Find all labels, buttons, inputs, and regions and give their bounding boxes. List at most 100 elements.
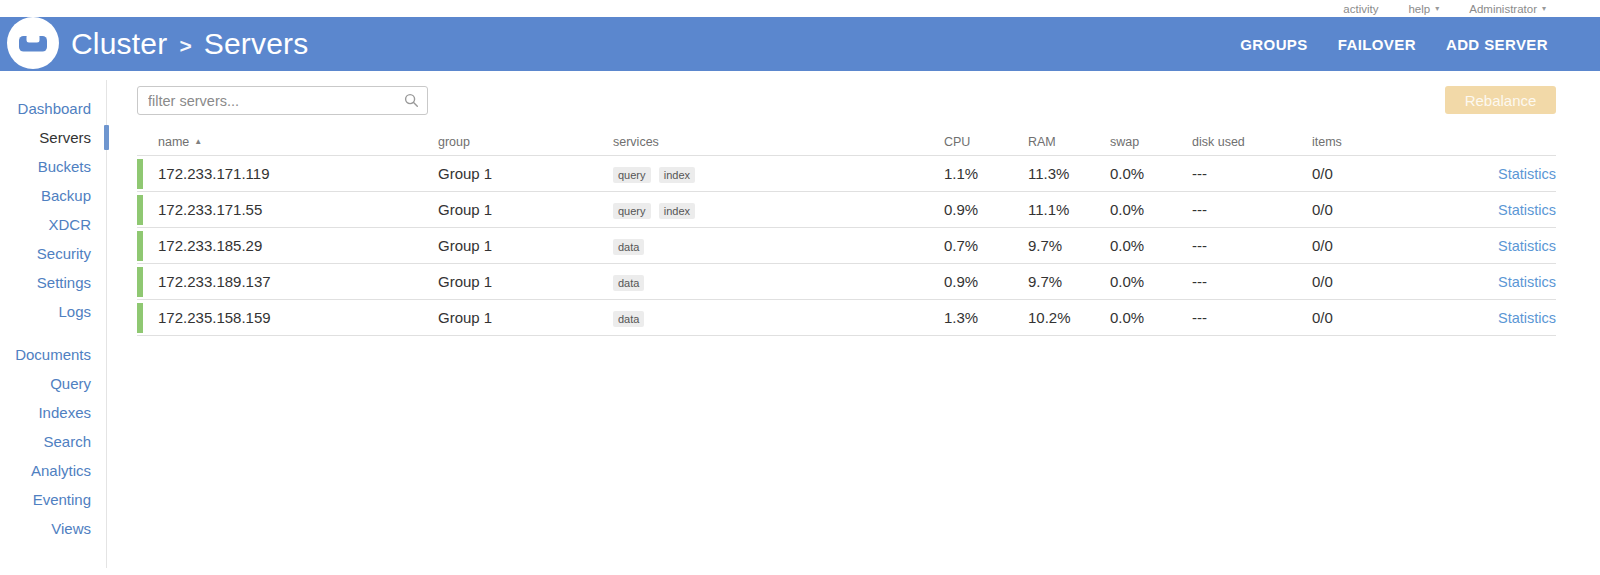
breadcrumb-cluster: Cluster bbox=[71, 27, 167, 61]
column-header-group[interactable]: group bbox=[438, 135, 613, 149]
cpu-value: 0.7% bbox=[944, 237, 1028, 254]
sidebar-item-analytics[interactable]: Analytics bbox=[0, 456, 106, 485]
header-actions: GROUPS FAILOVER ADD SERVER bbox=[1240, 36, 1548, 53]
servers-table: name ▲ group services CPU RAM swap disk … bbox=[137, 128, 1556, 336]
sidebar: Dashboard Servers Buckets Backup XDCR Se… bbox=[0, 80, 107, 568]
sidebar-item-dashboard[interactable]: Dashboard bbox=[0, 94, 106, 123]
column-header-services[interactable]: services bbox=[613, 135, 944, 149]
failover-button[interactable]: FAILOVER bbox=[1338, 36, 1416, 53]
status-healthy-bar bbox=[137, 195, 143, 225]
status-healthy-bar bbox=[137, 231, 143, 261]
items-value: 0/0 bbox=[1312, 237, 1450, 254]
table-row[interactable]: 172.233.189.137 Group 1 data 0.9% 9.7% 0… bbox=[137, 263, 1556, 299]
sort-ascending-icon: ▲ bbox=[194, 137, 202, 146]
sidebar-item-views[interactable]: Views bbox=[0, 514, 106, 543]
statistics-link[interactable]: Statistics bbox=[1498, 238, 1556, 254]
breadcrumb: Cluster > Servers bbox=[71, 27, 308, 61]
server-group: Group 1 bbox=[438, 237, 613, 254]
swap-value: 0.0% bbox=[1110, 309, 1192, 326]
table-row[interactable]: 172.235.158.159 Group 1 data 1.3% 10.2% … bbox=[137, 299, 1556, 335]
sidebar-item-indexes[interactable]: Indexes bbox=[0, 398, 106, 427]
top-strip: activity help ▾ Administrator ▾ bbox=[0, 0, 1600, 17]
server-group: Group 1 bbox=[438, 273, 613, 290]
chevron-down-icon: ▾ bbox=[1542, 4, 1546, 13]
table-row[interactable]: 172.233.171.119 Group 1 query index 1.1%… bbox=[137, 155, 1556, 191]
column-header-name[interactable]: name ▲ bbox=[137, 135, 438, 149]
statistics-link[interactable]: Statistics bbox=[1498, 202, 1556, 218]
server-group: Group 1 bbox=[438, 201, 613, 218]
active-indicator-bar bbox=[104, 125, 109, 150]
statistics-link[interactable]: Statistics bbox=[1498, 310, 1556, 326]
disk-used-value: --- bbox=[1192, 309, 1312, 326]
server-name: 172.235.158.159 bbox=[158, 309, 271, 326]
column-header-cpu[interactable]: CPU bbox=[944, 135, 1028, 149]
items-value: 0/0 bbox=[1312, 165, 1450, 182]
server-name: 172.233.171.119 bbox=[158, 165, 270, 182]
help-label: help bbox=[1408, 3, 1430, 15]
swap-value: 0.0% bbox=[1110, 165, 1192, 182]
sidebar-item-settings[interactable]: Settings bbox=[0, 268, 106, 297]
sidebar-item-logs[interactable]: Logs bbox=[0, 297, 106, 326]
status-healthy-bar bbox=[137, 303, 143, 333]
server-name: 172.233.171.55 bbox=[158, 201, 262, 218]
statistics-link[interactable]: Statistics bbox=[1498, 274, 1556, 290]
sidebar-item-eventing[interactable]: Eventing bbox=[0, 485, 106, 514]
servers-toolbar: Rebalance bbox=[137, 86, 1556, 115]
page-title: Servers bbox=[204, 27, 309, 61]
items-value: 0/0 bbox=[1312, 201, 1450, 218]
status-healthy-bar bbox=[137, 159, 143, 189]
service-badge: query bbox=[613, 203, 651, 219]
ram-value: 11.1% bbox=[1028, 201, 1110, 218]
sidebar-item-xdcr[interactable]: XDCR bbox=[0, 210, 106, 239]
sidebar-item-servers[interactable]: Servers bbox=[0, 123, 106, 152]
sidebar-item-backup[interactable]: Backup bbox=[0, 181, 106, 210]
search-icon bbox=[404, 93, 419, 108]
filter-servers-input[interactable] bbox=[137, 86, 428, 115]
service-badge: data bbox=[613, 239, 644, 255]
breadcrumb-separator-icon: > bbox=[179, 34, 191, 58]
sidebar-item-documents[interactable]: Documents bbox=[0, 340, 106, 369]
ram-value: 9.7% bbox=[1028, 273, 1110, 290]
couchbase-logo-icon bbox=[7, 17, 59, 69]
administrator-menu[interactable]: Administrator ▾ bbox=[1469, 3, 1546, 15]
items-value: 0/0 bbox=[1312, 273, 1450, 290]
cpu-value: 1.3% bbox=[944, 309, 1028, 326]
main-panel: Rebalance name ▲ group services CPU RAM … bbox=[107, 71, 1600, 575]
ram-value: 9.7% bbox=[1028, 237, 1110, 254]
sidebar-item-buckets[interactable]: Buckets bbox=[0, 152, 106, 181]
ram-value: 10.2% bbox=[1028, 309, 1110, 326]
service-badge: data bbox=[613, 311, 644, 327]
activity-link[interactable]: activity bbox=[1343, 3, 1378, 15]
statistics-link[interactable]: Statistics bbox=[1498, 166, 1556, 182]
column-header-items[interactable]: items bbox=[1312, 135, 1450, 149]
table-row[interactable]: 172.233.171.55 Group 1 query index 0.9% … bbox=[137, 191, 1556, 227]
column-header-ram[interactable]: RAM bbox=[1028, 135, 1110, 149]
cpu-value: 0.9% bbox=[944, 273, 1028, 290]
table-row[interactable]: 172.233.185.29 Group 1 data 0.7% 9.7% 0.… bbox=[137, 227, 1556, 263]
column-header-swap[interactable]: swap bbox=[1110, 135, 1192, 149]
table-header-row: name ▲ group services CPU RAM swap disk … bbox=[137, 128, 1556, 155]
server-group: Group 1 bbox=[438, 309, 613, 326]
swap-value: 0.0% bbox=[1110, 273, 1192, 290]
ram-value: 11.3% bbox=[1028, 165, 1110, 182]
cpu-value: 1.1% bbox=[944, 165, 1028, 182]
disk-used-value: --- bbox=[1192, 201, 1312, 218]
swap-value: 0.0% bbox=[1110, 201, 1192, 218]
sidebar-item-security[interactable]: Security bbox=[0, 239, 106, 268]
server-group: Group 1 bbox=[438, 165, 613, 182]
rebalance-button[interactable]: Rebalance bbox=[1445, 86, 1556, 114]
service-badge: data bbox=[613, 275, 644, 291]
sidebar-item-query[interactable]: Query bbox=[0, 369, 106, 398]
add-server-button[interactable]: ADD SERVER bbox=[1446, 36, 1548, 53]
chevron-down-icon: ▾ bbox=[1435, 4, 1439, 13]
sidebar-item-search[interactable]: Search bbox=[0, 427, 106, 456]
disk-used-value: --- bbox=[1192, 165, 1312, 182]
status-healthy-bar bbox=[137, 267, 143, 297]
service-badge: index bbox=[659, 167, 695, 183]
service-badge: index bbox=[659, 203, 695, 219]
disk-used-value: --- bbox=[1192, 237, 1312, 254]
groups-button[interactable]: GROUPS bbox=[1240, 36, 1307, 53]
table-bottom-border bbox=[137, 335, 1556, 336]
help-menu[interactable]: help ▾ bbox=[1408, 3, 1439, 15]
column-header-disk-used[interactable]: disk used bbox=[1192, 135, 1312, 149]
